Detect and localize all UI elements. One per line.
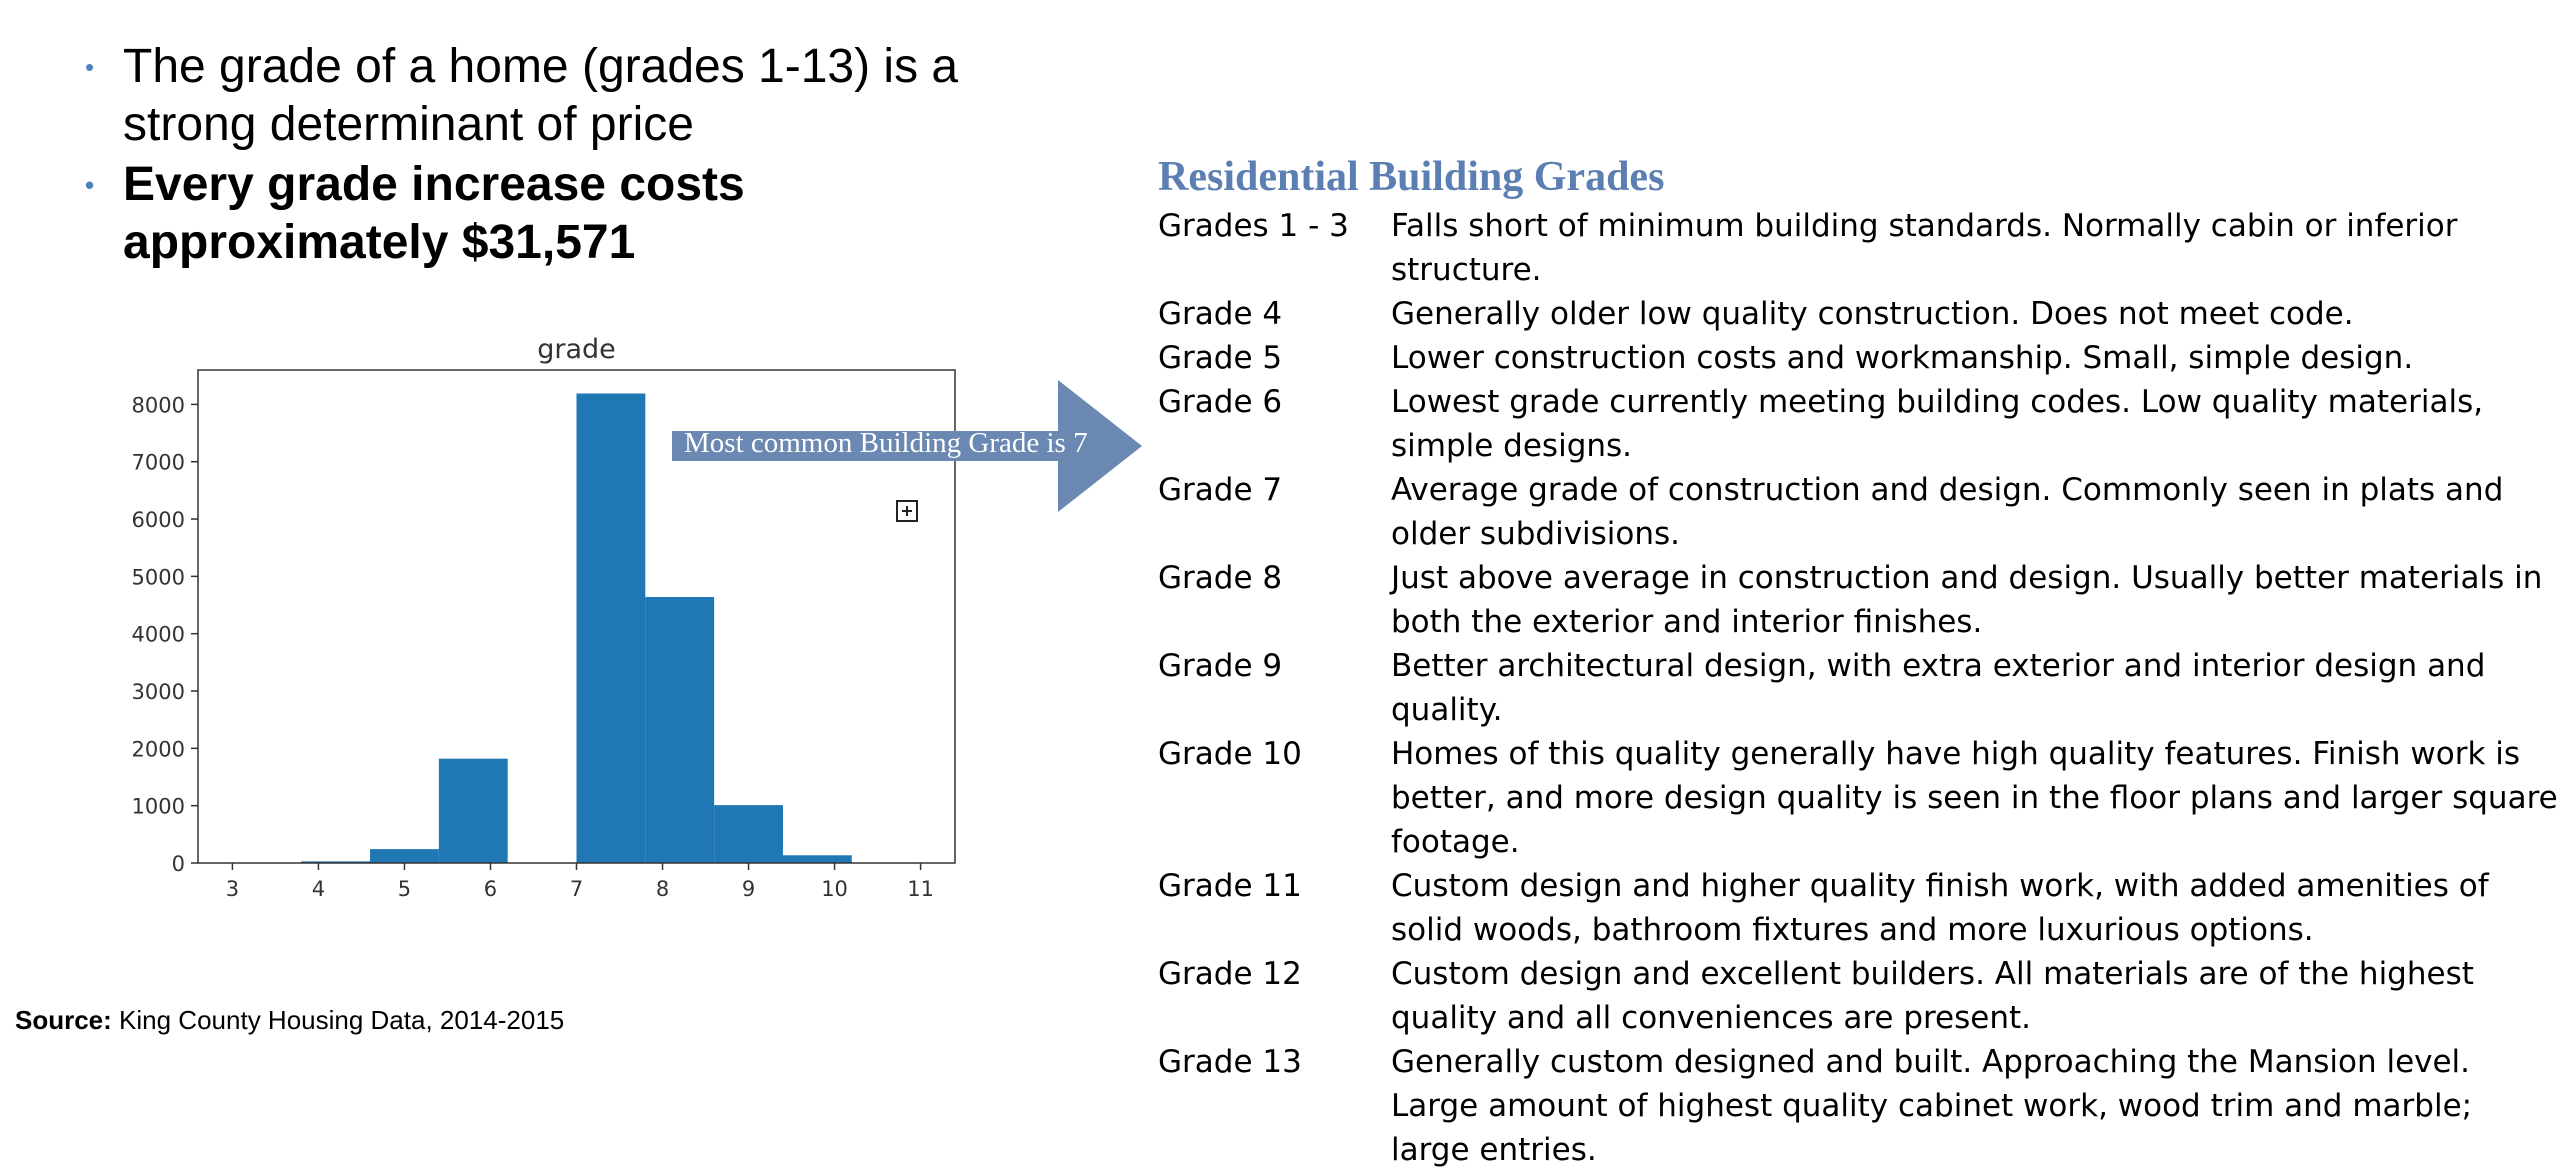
- grade-label: Grade 10: [1158, 732, 1391, 864]
- grade-description: Custom design and higher quality finish …: [1391, 864, 2558, 952]
- grade-label: Grades 1 - 3: [1158, 204, 1391, 292]
- bullet-marker: •: [85, 38, 94, 96]
- grade-description: Average grade of construction and design…: [1391, 468, 2558, 556]
- bullet-list: • The grade of a home (grades 1-13) is a…: [85, 38, 1045, 274]
- grade-description: Lowest grade currently meeting building …: [1391, 380, 2558, 468]
- histogram-bar: [783, 855, 852, 863]
- x-tick-label: 4: [312, 877, 325, 901]
- grade-label: Grade 13: [1158, 1040, 1391, 1172]
- histogram-bar: [439, 759, 508, 863]
- y-tick-label: 6000: [132, 508, 185, 532]
- source-note: Source: King County Housing Data, 2014-2…: [15, 1005, 564, 1036]
- source-label: Source:: [15, 1005, 112, 1035]
- x-tick-label: 8: [656, 877, 669, 901]
- histogram-bar: [577, 394, 646, 863]
- grade-description: Better architectural design, with extra …: [1391, 644, 2558, 732]
- grade-label: Grade 8: [1158, 556, 1391, 644]
- y-tick-label: 1000: [132, 795, 185, 819]
- grade-description: Lower construction costs and workmanship…: [1391, 336, 2558, 380]
- x-tick-label: 7: [570, 877, 583, 901]
- callout-arrow: Most common Building Grade is 7: [672, 380, 1142, 512]
- grade-description: Generally older low quality construction…: [1391, 292, 2558, 336]
- grades-table: Residential Building Grades Grades 1 - 3…: [1158, 150, 2558, 1172]
- y-axis: 0 1000 2000 3000 4000 5000 6000 7000 8000: [132, 393, 198, 876]
- grade-description: Custom design and excellent builders. Al…: [1391, 952, 2558, 1040]
- grade-description: Falls short of minimum building standard…: [1391, 204, 2558, 292]
- y-tick-label: 2000: [132, 737, 185, 761]
- grade-label: Grade 12: [1158, 952, 1391, 1040]
- grade-label: Grade 7: [1158, 468, 1391, 556]
- bullet-text: Every grade increase costs approximately…: [123, 158, 745, 269]
- x-tick-label: 6: [484, 877, 497, 901]
- x-tick-label: 9: [742, 877, 755, 901]
- y-tick-label: 5000: [132, 565, 185, 589]
- histogram-bar: [370, 849, 439, 863]
- chart-title: grade: [537, 334, 616, 365]
- grade-label: Grade 6: [1158, 380, 1391, 468]
- grade-label: Grade 5: [1158, 336, 1391, 380]
- x-tick-label: 10: [821, 877, 848, 901]
- bullet-item: • Every grade increase costs approximate…: [85, 156, 1045, 272]
- bullet-item: • The grade of a home (grades 1-13) is a…: [85, 38, 1045, 154]
- grade-label: Grade 9: [1158, 644, 1391, 732]
- grade-description: Homes of this quality generally have hig…: [1391, 732, 2558, 864]
- y-tick-label: 4000: [132, 623, 185, 647]
- callout-text: Most common Building Grade is 7: [684, 427, 1104, 460]
- grade-description: Generally custom designed and built. App…: [1391, 1040, 2558, 1172]
- x-tick-label: 5: [398, 877, 411, 901]
- y-tick-label: 3000: [132, 680, 185, 704]
- bullet-marker: •: [85, 156, 94, 214]
- x-axis: 3 4 5 6 7 8 9 10 11: [226, 863, 934, 901]
- source-text: King County Housing Data, 2014-2015: [119, 1005, 564, 1035]
- grades-title: Residential Building Grades: [1158, 150, 2558, 204]
- grade-description: Just above average in construction and d…: [1391, 556, 2558, 644]
- histogram-bar: [714, 805, 783, 863]
- histogram-bar: [645, 597, 714, 863]
- expand-icon[interactable]: [896, 500, 918, 522]
- y-tick-label: 0: [172, 852, 185, 876]
- grade-label: Grade 4: [1158, 292, 1391, 336]
- y-tick-label: 7000: [132, 451, 185, 475]
- x-tick-label: 3: [226, 877, 239, 901]
- bullet-text: The grade of a home (grades 1-13) is a s…: [123, 40, 958, 151]
- grade-label: Grade 11: [1158, 864, 1391, 952]
- x-tick-label: 11: [907, 877, 934, 901]
- y-tick-label: 8000: [132, 393, 185, 417]
